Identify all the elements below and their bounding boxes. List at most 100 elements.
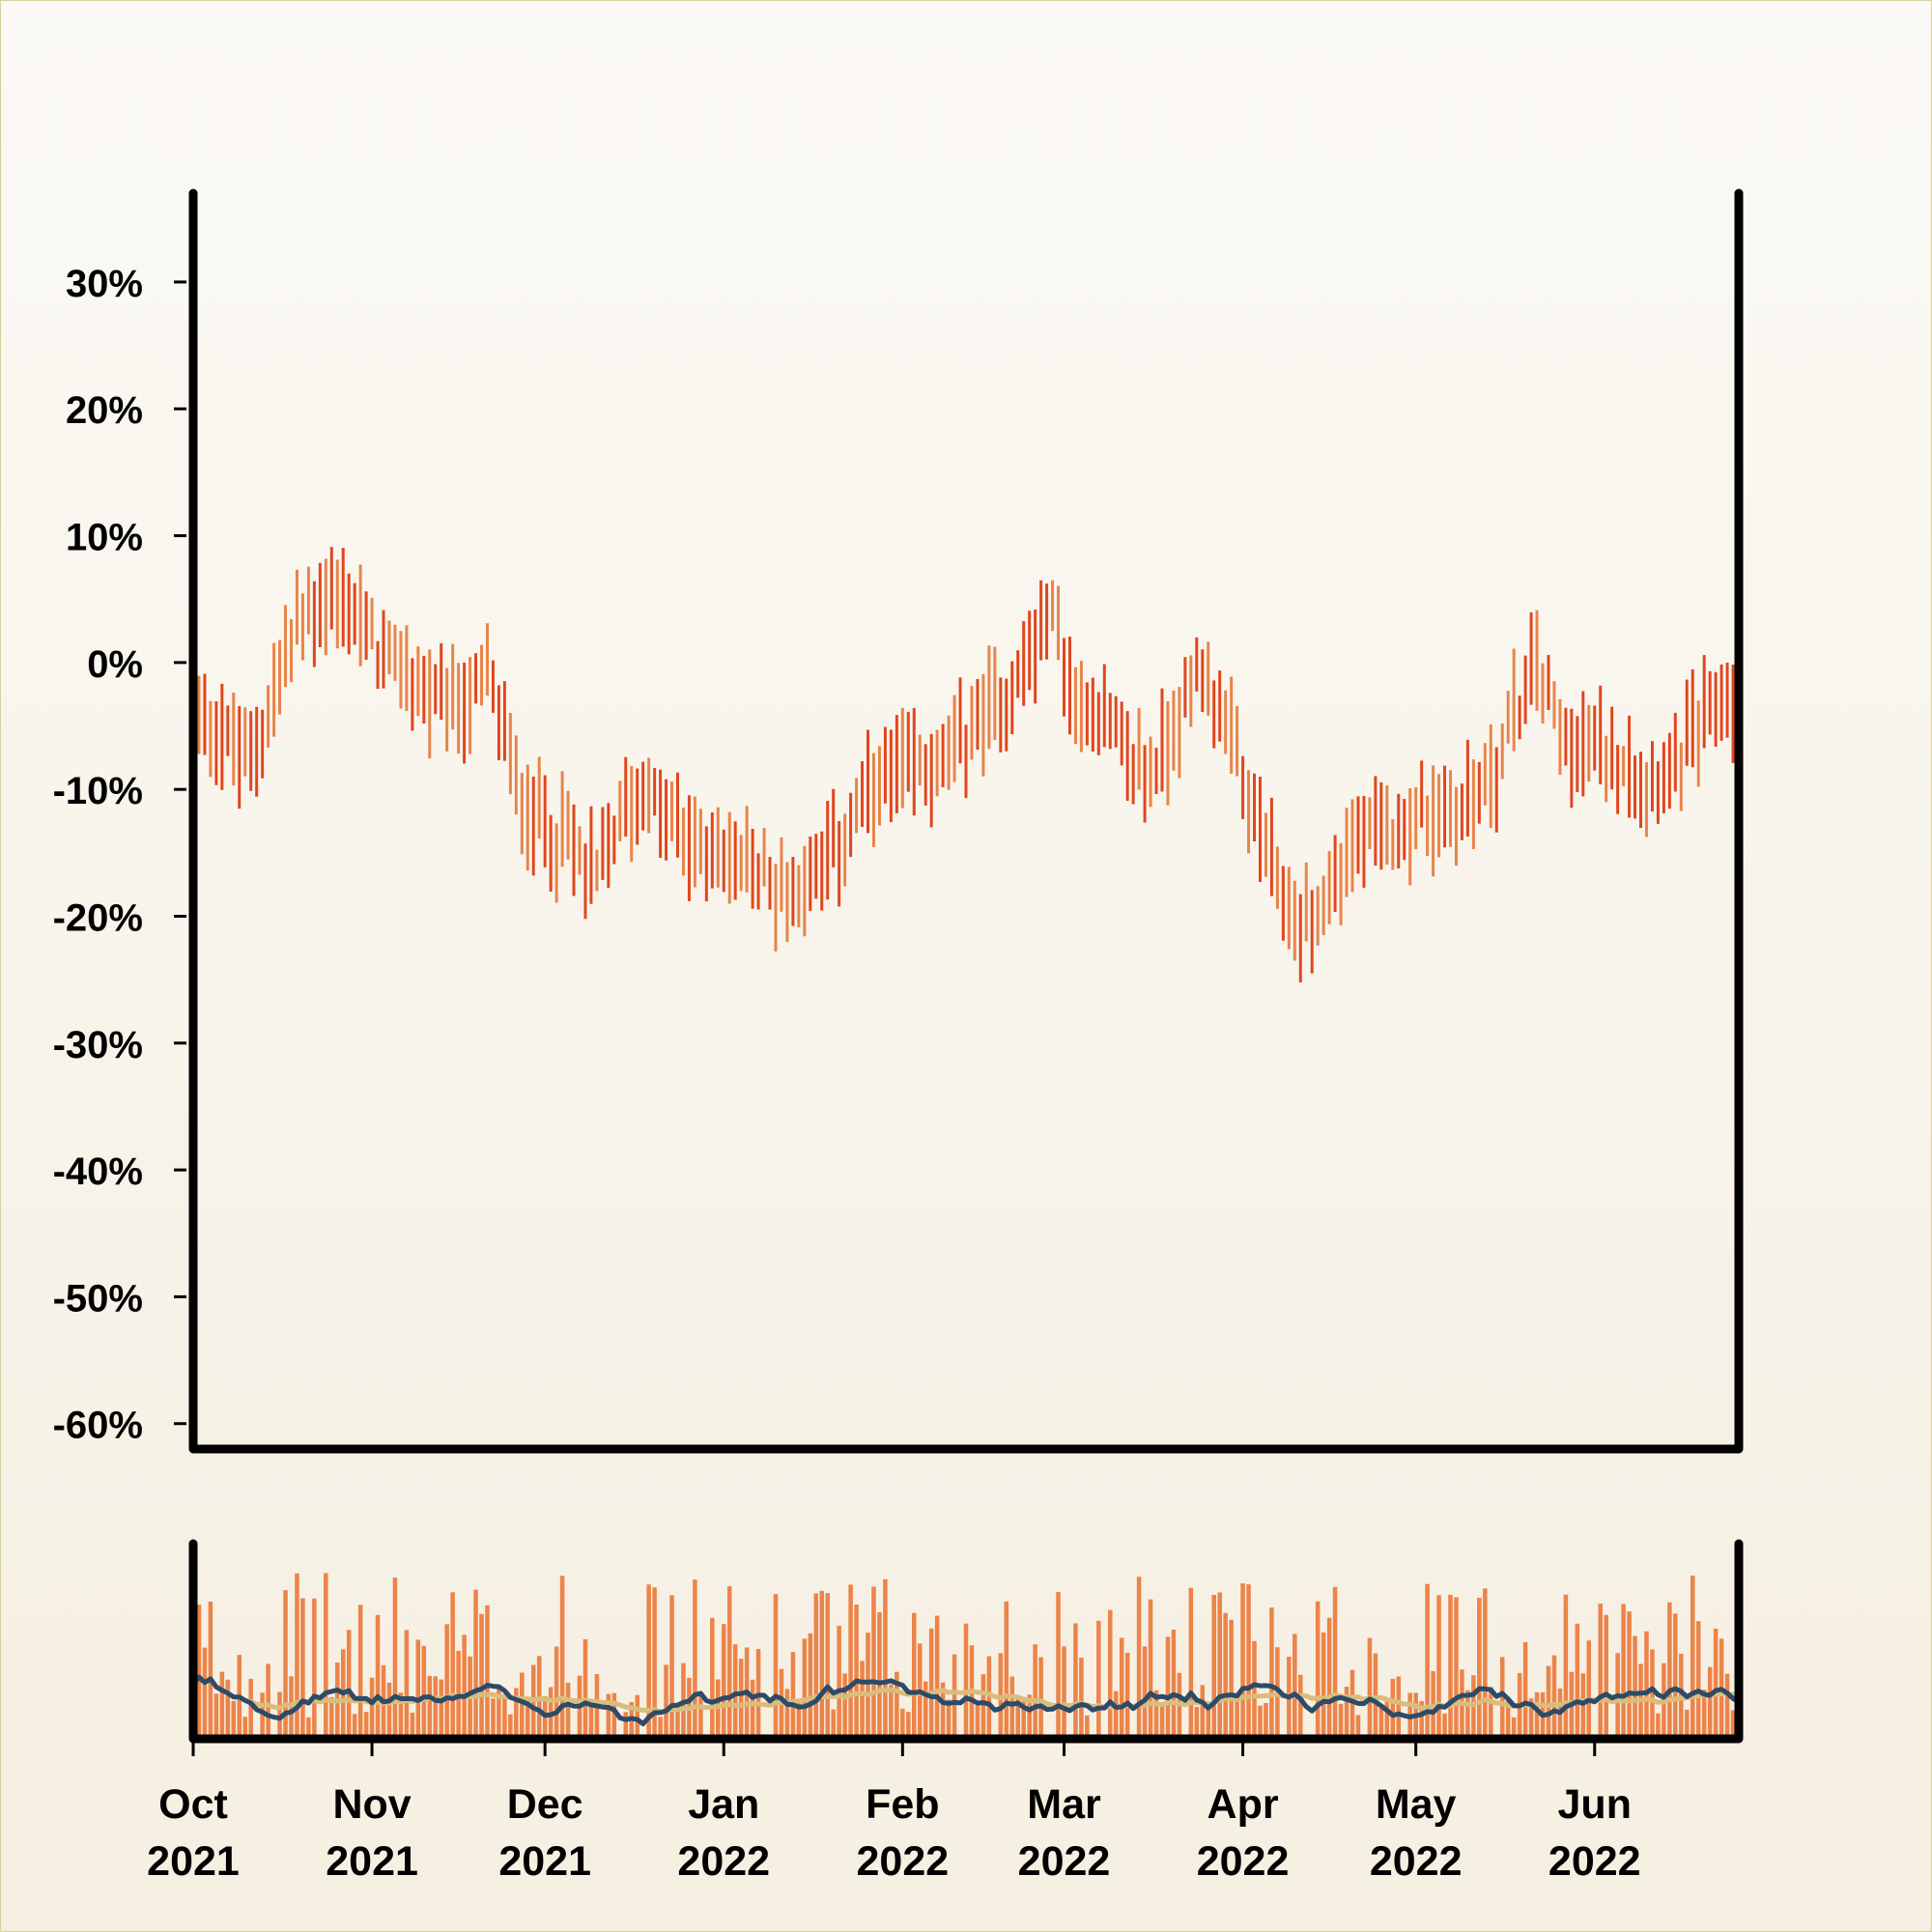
volume-bar (658, 1717, 663, 1739)
volume-bar (646, 1584, 651, 1739)
price-series (191, 547, 1741, 983)
volume-bar (1188, 1587, 1194, 1739)
volume-bar (410, 1712, 415, 1739)
volume-bar (1707, 1666, 1713, 1739)
volume-bar (975, 1700, 980, 1739)
volume-bar (623, 1712, 629, 1739)
x-tick-label-month: Nov (332, 1781, 411, 1828)
volume-bar (1235, 1694, 1239, 1739)
x-tick-label-year: 2022 (1548, 1838, 1641, 1885)
volume-bar (392, 1577, 398, 1739)
volume-bar (1085, 1715, 1090, 1739)
volume-bar (669, 1595, 674, 1739)
volume-bar (860, 1661, 865, 1739)
volume-bar (1298, 1674, 1303, 1739)
volume-bar (1396, 1676, 1402, 1739)
y-tick-label: -50% (53, 1277, 143, 1320)
volume-bar (300, 1598, 305, 1739)
volume-bar (790, 1652, 796, 1739)
volume-bar (295, 1573, 299, 1739)
x-tick-label-year: 2021 (147, 1838, 240, 1885)
volume-bar (716, 1679, 721, 1739)
volume-bar (940, 1682, 946, 1739)
volume-bar (1621, 1604, 1626, 1739)
volume-bar (1153, 1690, 1159, 1739)
volume-bar (1627, 1611, 1632, 1739)
volume-bar (1483, 1588, 1488, 1739)
volume-bar (1644, 1631, 1649, 1739)
volume-bar (721, 1624, 726, 1739)
volume-bar (726, 1586, 732, 1739)
volume-bar (514, 1688, 519, 1739)
volume-bar (219, 1671, 225, 1739)
volume-bar (1528, 1698, 1534, 1739)
volume-bar (1477, 1597, 1482, 1739)
volume-bar (1511, 1717, 1517, 1739)
volume-bar (582, 1638, 588, 1739)
volume-bar (1419, 1700, 1424, 1739)
volume-bar (352, 1714, 357, 1739)
volume-bar (1448, 1594, 1453, 1739)
volume-bar (738, 1659, 744, 1739)
volume-bar (554, 1646, 559, 1739)
volume-bar (693, 1579, 697, 1739)
y-tick-label: 10% (66, 517, 143, 559)
volume-bar (1390, 1678, 1396, 1739)
x-tick-label-year: 2021 (498, 1838, 591, 1885)
volume-bar (1344, 1687, 1350, 1739)
volume-bar (1321, 1632, 1326, 1739)
x-tick-label-year: 2022 (1197, 1838, 1290, 1885)
price-y-axis: 30% 20% 10% 0% -10% -20% -30% -40% -50% -60% (53, 263, 186, 1447)
volume-bar (866, 1633, 870, 1739)
volume-bar (808, 1633, 813, 1739)
volume-bar (1355, 1715, 1361, 1739)
volume-bar (825, 1593, 830, 1739)
volume-bar (1713, 1628, 1719, 1739)
volume-bar (260, 1692, 265, 1739)
volume-bar (664, 1664, 668, 1739)
volume-bar (415, 1639, 421, 1739)
volume-bar (565, 1682, 571, 1739)
volume-bar (1258, 1705, 1263, 1739)
volume-bar (946, 1699, 952, 1739)
volume-bar (225, 1679, 231, 1739)
volume-bar (819, 1590, 825, 1739)
volume-panel-frame (188, 1539, 1744, 1744)
volume-bar (1107, 1609, 1113, 1739)
x-tick-label-year: 2021 (326, 1838, 418, 1885)
volume-bar (1378, 1706, 1384, 1739)
y-tick-label: 20% (66, 389, 143, 432)
volume-bar (1033, 1644, 1037, 1739)
y-tick-label: -60% (53, 1405, 143, 1447)
volume-bar (248, 1678, 253, 1739)
volume-bar (1171, 1629, 1177, 1739)
volume-bar (773, 1594, 779, 1739)
volume-bar (283, 1590, 288, 1739)
volume-bar (1724, 1673, 1730, 1739)
volume-bar (1027, 1694, 1032, 1739)
volume-bar (1062, 1646, 1066, 1739)
volume-bar (1206, 1706, 1211, 1739)
volume-bar (439, 1679, 443, 1739)
volume-bar (906, 1712, 911, 1739)
volume-bar (1293, 1634, 1297, 1739)
volume-bar (1695, 1621, 1701, 1739)
volume-bar (242, 1717, 247, 1739)
volume-bar (963, 1623, 969, 1739)
volume-bar (462, 1634, 467, 1739)
volume-bar (1194, 1706, 1200, 1739)
x-tick-label-month: Feb (866, 1781, 939, 1828)
x-axis: Oct 2021 Nov 2021 Dec 2021 Jan 2022 Feb 2022 Mar 20… (147, 1739, 1641, 1885)
volume-bar (928, 1628, 934, 1739)
volume-bar (1332, 1586, 1338, 1739)
volume-bar (1200, 1685, 1206, 1739)
volume-bar (698, 1691, 703, 1739)
volume-ma-long-line (191, 1674, 1740, 1715)
x-tick-label-year: 2022 (677, 1838, 770, 1885)
volume-bar (1079, 1657, 1084, 1739)
volume-bar (802, 1638, 808, 1739)
volume-bar (912, 1612, 917, 1739)
volume-bar (1240, 1583, 1245, 1739)
volume-bar (526, 1699, 530, 1739)
